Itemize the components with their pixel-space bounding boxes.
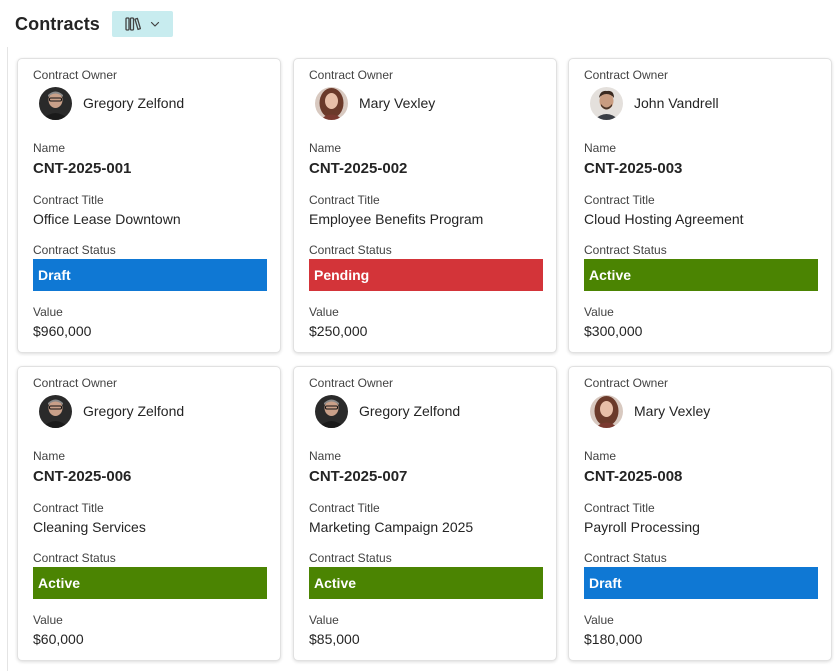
owner-field[interactable]: Gregory Zelfond [315,394,460,428]
title-label: Contract Title [584,193,655,207]
value-label: Value [33,305,63,319]
owner-name: John Vandrell [634,95,719,111]
contract-name: CNT-2025-008 [584,468,683,485]
contract-value: $960,000 [33,323,92,339]
owner-field[interactable]: John Vandrell [590,86,719,120]
contract-card-4[interactable]: Contract Owner Gregory Zelfond Name CNT-… [17,366,281,661]
status-badge: Draft [584,567,818,599]
contract-value: $250,000 [309,323,368,339]
person-photo-icon [590,394,623,428]
owner-field[interactable]: Mary Vexley [315,86,435,120]
person-photo-icon [39,394,72,428]
name-label: Name [33,449,66,463]
card-gallery[interactable]: Contract Owner Gregory Zelfond Name CNT-… [7,47,838,671]
owner-field[interactable]: Gregory Zelfond [39,86,184,120]
contract-card-3[interactable]: Contract Owner John Vandrell Name CNT-20… [568,58,832,353]
page-header: Contracts [15,11,173,37]
contract-title: Office Lease Downtown [33,211,181,227]
avatar [590,86,623,120]
status-badge: Active [584,259,818,291]
contract-name: CNT-2025-003 [584,160,683,177]
title-label: Contract Title [309,193,380,207]
value-label: Value [309,613,339,627]
value-label: Value [309,305,339,319]
status-label: Contract Status [584,551,667,565]
chevron-down-icon [150,21,160,27]
owner-name: Mary Vexley [359,95,436,111]
contract-value: $180,000 [584,631,643,647]
status-label: Contract Status [33,243,116,257]
status-badge: Active [33,567,267,599]
contract-value: $85,000 [309,631,360,647]
name-label: Name [309,141,342,155]
value-label: Value [584,305,614,319]
status-label: Contract Status [309,551,392,565]
person-photo-icon [315,86,348,120]
owner-name: Mary Vexley [634,403,711,419]
contract-name: CNT-2025-007 [309,468,408,485]
contract-value: $300,000 [584,323,643,339]
title-label: Contract Title [33,501,104,515]
owner-name: Gregory Zelfond [83,95,185,111]
status-badge: Draft [33,259,267,291]
person-photo-icon [590,86,623,120]
contract-title: Marketing Campaign 2025 [309,519,474,535]
contract-card-1[interactable]: Contract Owner Gregory Zelfond Name CNT-… [17,58,281,353]
status-badge: Pending [309,259,543,291]
owner-label: Contract Owner [33,68,118,82]
name-label: Name [33,141,66,155]
contract-title: Cleaning Services [33,519,146,535]
name-label: Name [584,449,617,463]
value-label: Value [584,613,614,627]
contract-title: Employee Benefits Program [309,211,484,227]
view-selector-button[interactable] [111,11,173,37]
owner-label: Contract Owner [309,68,394,82]
avatar [315,86,348,120]
owner-label: Contract Owner [584,68,669,82]
avatar [39,86,72,120]
owner-field[interactable]: Mary Vexley [590,394,710,428]
contract-name: CNT-2025-002 [309,160,408,177]
owner-label: Contract Owner [33,376,118,390]
title-label: Contract Title [309,501,380,515]
contract-name: CNT-2025-006 [33,468,132,485]
person-photo-icon [39,86,72,120]
name-label: Name [584,141,617,155]
status-label: Contract Status [33,551,116,565]
owner-field[interactable]: Gregory Zelfond [39,394,184,428]
status-label: Contract Status [309,243,392,257]
contract-card-2[interactable]: Contract Owner Mary Vexley Name CNT-2025… [293,58,557,353]
owner-label: Contract Owner [584,376,669,390]
contract-card-6[interactable]: Contract Owner Mary Vexley Name CNT-2025… [568,366,832,661]
value-label: Value [33,613,63,627]
contract-card-5[interactable]: Contract Owner Gregory Zelfond Name CNT-… [293,366,557,661]
avatar [590,394,623,428]
status-label: Contract Status [584,243,667,257]
page-title: Contracts [15,13,100,34]
status-badge: Active [309,567,543,599]
contract-title: Payroll Processing [584,519,700,535]
title-label: Contract Title [33,193,104,207]
person-photo-icon [315,394,348,428]
title-label: Contract Title [584,501,655,515]
contract-value: $60,000 [33,631,84,647]
owner-label: Contract Owner [309,376,394,390]
name-label: Name [309,449,342,463]
library-icon [125,17,141,31]
contract-name: CNT-2025-001 [33,160,132,177]
avatar [315,394,348,428]
contract-title: Cloud Hosting Agreement [584,211,744,227]
avatar [39,394,72,428]
owner-name: Gregory Zelfond [359,403,461,419]
owner-name: Gregory Zelfond [83,403,185,419]
